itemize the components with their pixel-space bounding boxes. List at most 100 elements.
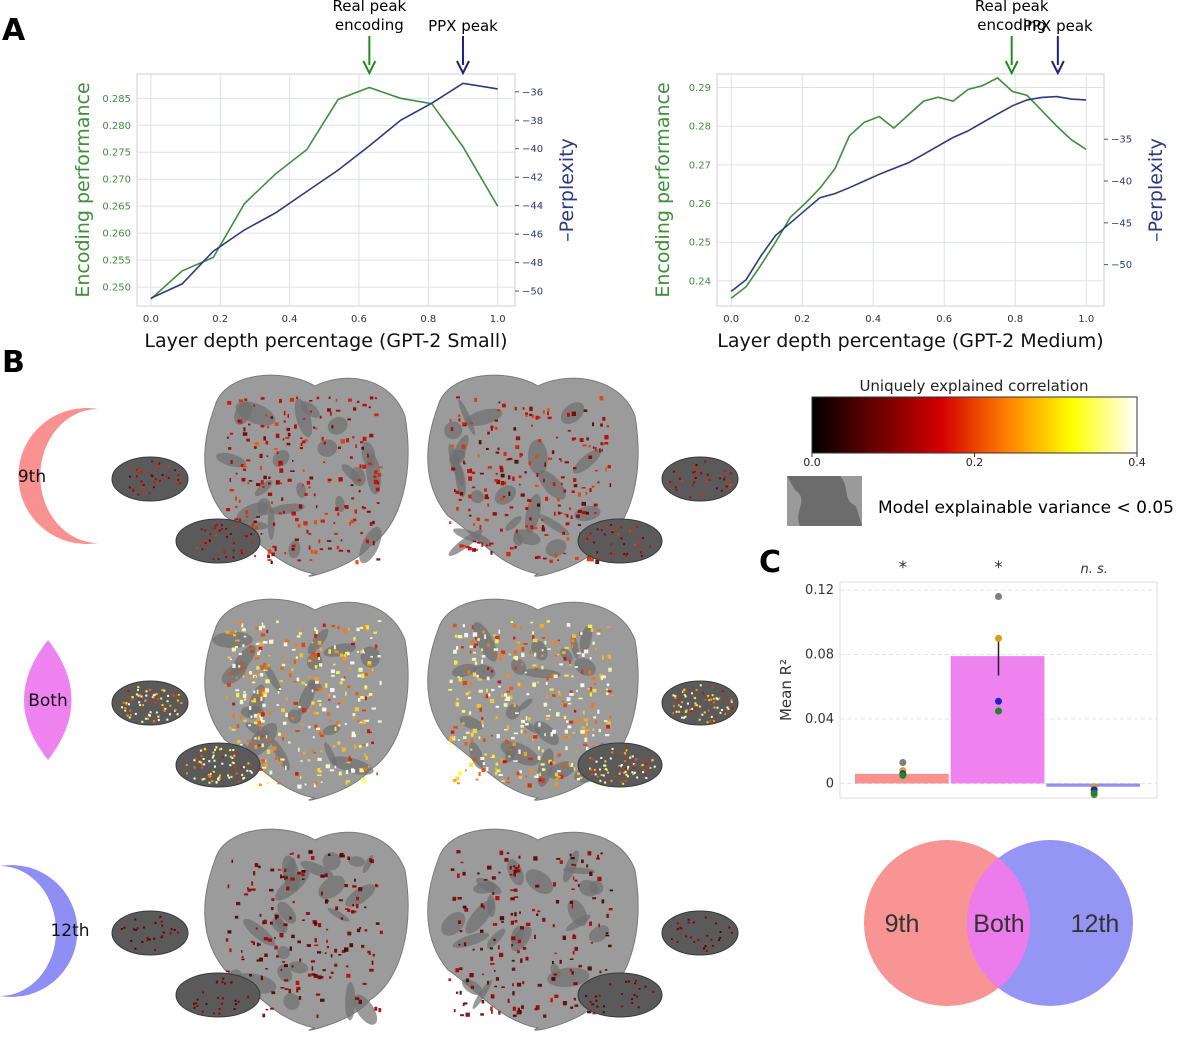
activation-speck — [533, 638, 538, 643]
activation-speck — [137, 470, 140, 473]
activation-speck — [518, 776, 522, 779]
activation-speck — [542, 410, 545, 414]
activation-speck — [598, 994, 601, 997]
activation-speck — [345, 782, 348, 785]
activation-speck — [606, 683, 610, 687]
activation-speck — [218, 777, 221, 780]
activation-speck — [611, 751, 614, 754]
activation-speck — [542, 637, 546, 639]
activation-speck — [466, 978, 469, 983]
activation-speck — [345, 769, 349, 775]
activation-speck — [325, 683, 328, 688]
activation-speck — [477, 541, 481, 544]
activation-speck — [510, 920, 514, 925]
activation-speck — [513, 896, 519, 898]
activation-speck — [368, 952, 371, 955]
activation-speck — [263, 937, 269, 941]
activation-speck — [352, 885, 357, 888]
activation-speck — [140, 488, 143, 491]
activation-speck — [271, 501, 273, 504]
activation-speck — [693, 481, 696, 484]
activation-speck — [564, 513, 567, 516]
activation-speck — [354, 783, 356, 787]
activation-speck — [291, 965, 294, 968]
activation-speck — [607, 771, 610, 774]
activation-speck — [225, 970, 230, 973]
activation-speck — [593, 541, 596, 544]
activation-speck — [235, 646, 238, 649]
activation-speck — [304, 493, 308, 496]
activation-speck — [236, 724, 240, 728]
flatmap-sulcus — [511, 658, 527, 675]
activation-speck — [728, 479, 731, 482]
y2-tick-label: −40 — [1111, 177, 1132, 188]
activation-speck — [262, 782, 265, 788]
activation-speck — [262, 703, 266, 707]
activation-speck — [472, 948, 475, 951]
activation-speck — [308, 676, 311, 679]
activation-speck — [461, 444, 466, 449]
activation-speck — [356, 400, 360, 403]
activation-speck — [255, 627, 259, 630]
activation-speck — [308, 850, 313, 854]
flatmap-sulcus — [216, 452, 246, 468]
activation-speck — [629, 756, 632, 759]
activation-speck — [217, 777, 219, 780]
activation-speck — [297, 523, 301, 528]
condition-shape-12th — [0, 865, 78, 997]
activation-speck — [495, 762, 499, 766]
activation-speck — [154, 702, 157, 704]
activation-speck — [333, 645, 336, 650]
activation-speck — [319, 548, 324, 551]
activation-speck — [276, 955, 279, 958]
activation-speck — [215, 523, 218, 526]
activation-speck — [347, 549, 350, 553]
activation-speck — [231, 647, 236, 652]
activation-speck — [624, 770, 627, 773]
activation-speck — [260, 688, 265, 692]
activation-speck — [314, 520, 317, 525]
activation-speck — [461, 544, 466, 547]
activation-speck — [464, 665, 467, 668]
activation-speck — [473, 540, 477, 543]
activation-speck — [594, 995, 597, 998]
activation-speck — [679, 926, 682, 929]
activation-speck — [468, 691, 472, 694]
activation-speck — [685, 935, 688, 938]
activation-speck — [532, 738, 534, 741]
flatmap-sulcus — [588, 925, 610, 943]
activation-speck — [141, 720, 144, 723]
activation-speck — [461, 709, 466, 713]
activation-speck — [509, 686, 514, 691]
activation-speck — [642, 771, 644, 774]
activation-speck — [280, 874, 282, 879]
activation-speck — [284, 988, 289, 990]
activation-speck — [202, 758, 205, 760]
activation-speck — [495, 639, 499, 644]
activation-speck — [357, 674, 362, 678]
y2-axis-label: –Perplexity — [556, 138, 578, 242]
activation-speck — [571, 904, 574, 909]
activation-speck — [372, 541, 375, 546]
activation-speck — [489, 698, 495, 703]
activation-speck — [512, 742, 516, 746]
activation-speck — [313, 783, 316, 788]
activation-speck — [159, 915, 162, 918]
activation-speck — [497, 680, 502, 684]
activation-speck — [718, 939, 721, 942]
activation-speck — [262, 920, 265, 925]
activation-speck — [247, 674, 251, 677]
activation-speck — [515, 529, 518, 534]
activation-speck — [692, 471, 695, 474]
activation-speck — [221, 981, 224, 983]
activation-speck — [640, 764, 643, 767]
activation-speck — [619, 770, 622, 773]
flatmap-sulcus — [465, 899, 495, 934]
activation-speck — [484, 488, 487, 492]
activation-speck — [588, 670, 592, 675]
activation-speck — [624, 748, 627, 751]
activation-speck — [131, 696, 134, 699]
activation-speck — [670, 481, 673, 484]
activation-speck — [596, 1005, 599, 1008]
activation-speck — [634, 982, 637, 985]
